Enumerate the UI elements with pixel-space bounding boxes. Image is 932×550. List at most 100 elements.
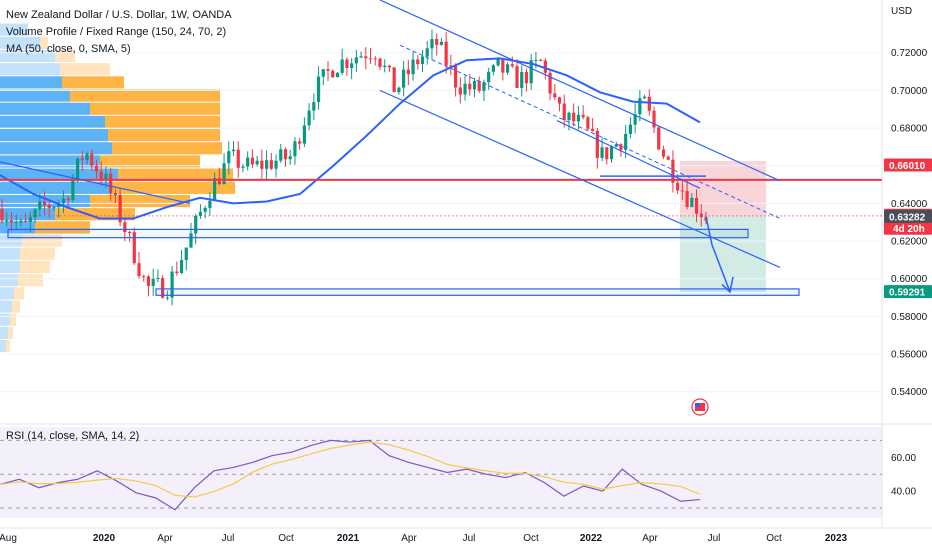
candle-down: [685, 190, 689, 208]
candle-down: [501, 59, 505, 73]
candle-up: [482, 82, 486, 91]
ma-trend-segment: [0, 161, 191, 204]
volume-profile-up-bar: [0, 208, 55, 221]
candle-down: [109, 173, 113, 194]
candle-up: [642, 96, 647, 99]
candle-down: [510, 64, 514, 67]
volume-profile-up-bar: [0, 247, 20, 260]
candle-up: [430, 39, 434, 49]
volume-profile-down-bar: [118, 168, 233, 181]
indicator-moving-average[interactable]: MA (50, close, 0, SMA, 5): [6, 43, 131, 55]
time-tick-label: 2023: [825, 533, 848, 544]
candle-down: [387, 65, 392, 68]
volume-profile-up-bar: [0, 36, 40, 49]
candle-down: [80, 158, 84, 161]
candle-down: [548, 72, 552, 94]
candle-up: [609, 146, 614, 160]
price-tick-label: 0.54000: [891, 387, 928, 398]
volume-profile-down-bar: [8, 326, 13, 339]
candle-up: [354, 57, 358, 64]
candle-down: [458, 87, 462, 95]
candle-up: [104, 173, 108, 181]
volume-profile-down-bar: [20, 247, 55, 260]
price-tag: [884, 285, 932, 299]
candle-up: [57, 203, 61, 208]
candle-up: [624, 133, 628, 150]
price-tag-countdown: 4d 20h: [893, 224, 925, 235]
candle-up: [425, 48, 429, 57]
price-tick-label: 0.64000: [891, 199, 928, 210]
candle-down: [524, 72, 529, 84]
candle-down: [345, 59, 349, 69]
candle-up: [179, 260, 184, 274]
time-tick-label: Oct: [766, 533, 782, 544]
candle-up: [288, 156, 292, 160]
volume-profile-down-bar: [35, 221, 90, 234]
time-tick-label: Jul: [708, 533, 721, 544]
candle-down: [416, 59, 420, 65]
volume-profile-up-bar: [0, 300, 12, 313]
candle-down: [269, 160, 273, 169]
candle-down: [298, 141, 302, 144]
price-tick-label: 0.58000: [891, 312, 928, 323]
candle-up: [463, 83, 467, 95]
candle-up: [165, 297, 169, 299]
time-tick-label: 2020: [93, 533, 116, 544]
candle-up: [638, 98, 642, 115]
volume-profile-down-bar: [108, 129, 220, 142]
volume-profile-up-bar: [0, 155, 100, 168]
price-tick-label: 0.70000: [891, 86, 928, 97]
candle-up: [302, 125, 306, 144]
candle-up: [439, 41, 444, 45]
symbol-title[interactable]: New Zealand Dollar / U.S. Dollar, 1W, OA…: [6, 9, 232, 21]
time-tick-label: Oct: [278, 533, 294, 544]
volume-profile-down-bar: [12, 300, 20, 313]
candle-up: [14, 222, 18, 224]
candle-down: [586, 117, 590, 129]
candle-up: [156, 277, 160, 279]
rsi-line: [0, 439, 701, 511]
volume-profile-down-bar: [14, 287, 24, 300]
candle-up: [170, 271, 174, 298]
candle-up: [33, 209, 37, 218]
candle-up: [213, 178, 217, 201]
volume-profile-up-bar: [0, 287, 14, 300]
rsi-legend[interactable]: RSI (14, close, SMA, 14, 2): [6, 430, 140, 442]
candle-down: [562, 103, 566, 121]
candles: [0, 29, 708, 306]
candle-down: [66, 198, 70, 201]
time-tick-label: Apr: [157, 533, 173, 544]
support-zone-lower: [155, 288, 800, 296]
candle-up: [576, 114, 581, 122]
candle-down: [666, 156, 670, 160]
candle-down: [0, 209, 4, 221]
price-tick-label: 0.68000: [891, 124, 928, 135]
candle-up: [151, 278, 155, 286]
candle-down: [694, 197, 699, 214]
indicator-volume-profile[interactable]: Volume Profile / Fixed Range (150, 24, 7…: [6, 26, 227, 38]
volume-profile-down-bar: [60, 63, 110, 76]
candle-up: [61, 198, 66, 204]
candle-up: [264, 160, 269, 169]
candle-down: [94, 165, 99, 172]
candle-up: [312, 102, 316, 111]
time-tick-label: Oct: [523, 533, 539, 544]
candle-down: [581, 114, 585, 118]
time-tick-label: 2021: [337, 533, 360, 544]
candle-down: [449, 65, 453, 67]
us-flag-icon: [691, 398, 709, 416]
volume-profile-up-bar: [0, 221, 35, 234]
candle-down: [661, 149, 666, 157]
candle-down: [605, 147, 609, 160]
candle-down: [47, 205, 51, 208]
price-tick-label: 0.60000: [891, 274, 928, 285]
volume-profile-down-bar: [112, 142, 222, 155]
candle-up: [567, 112, 571, 121]
candle-up: [255, 160, 259, 165]
candle-up: [402, 69, 406, 88]
candle-down: [553, 93, 557, 98]
candle-up: [397, 87, 401, 93]
candle-up: [293, 141, 297, 157]
candle-down: [236, 149, 240, 168]
